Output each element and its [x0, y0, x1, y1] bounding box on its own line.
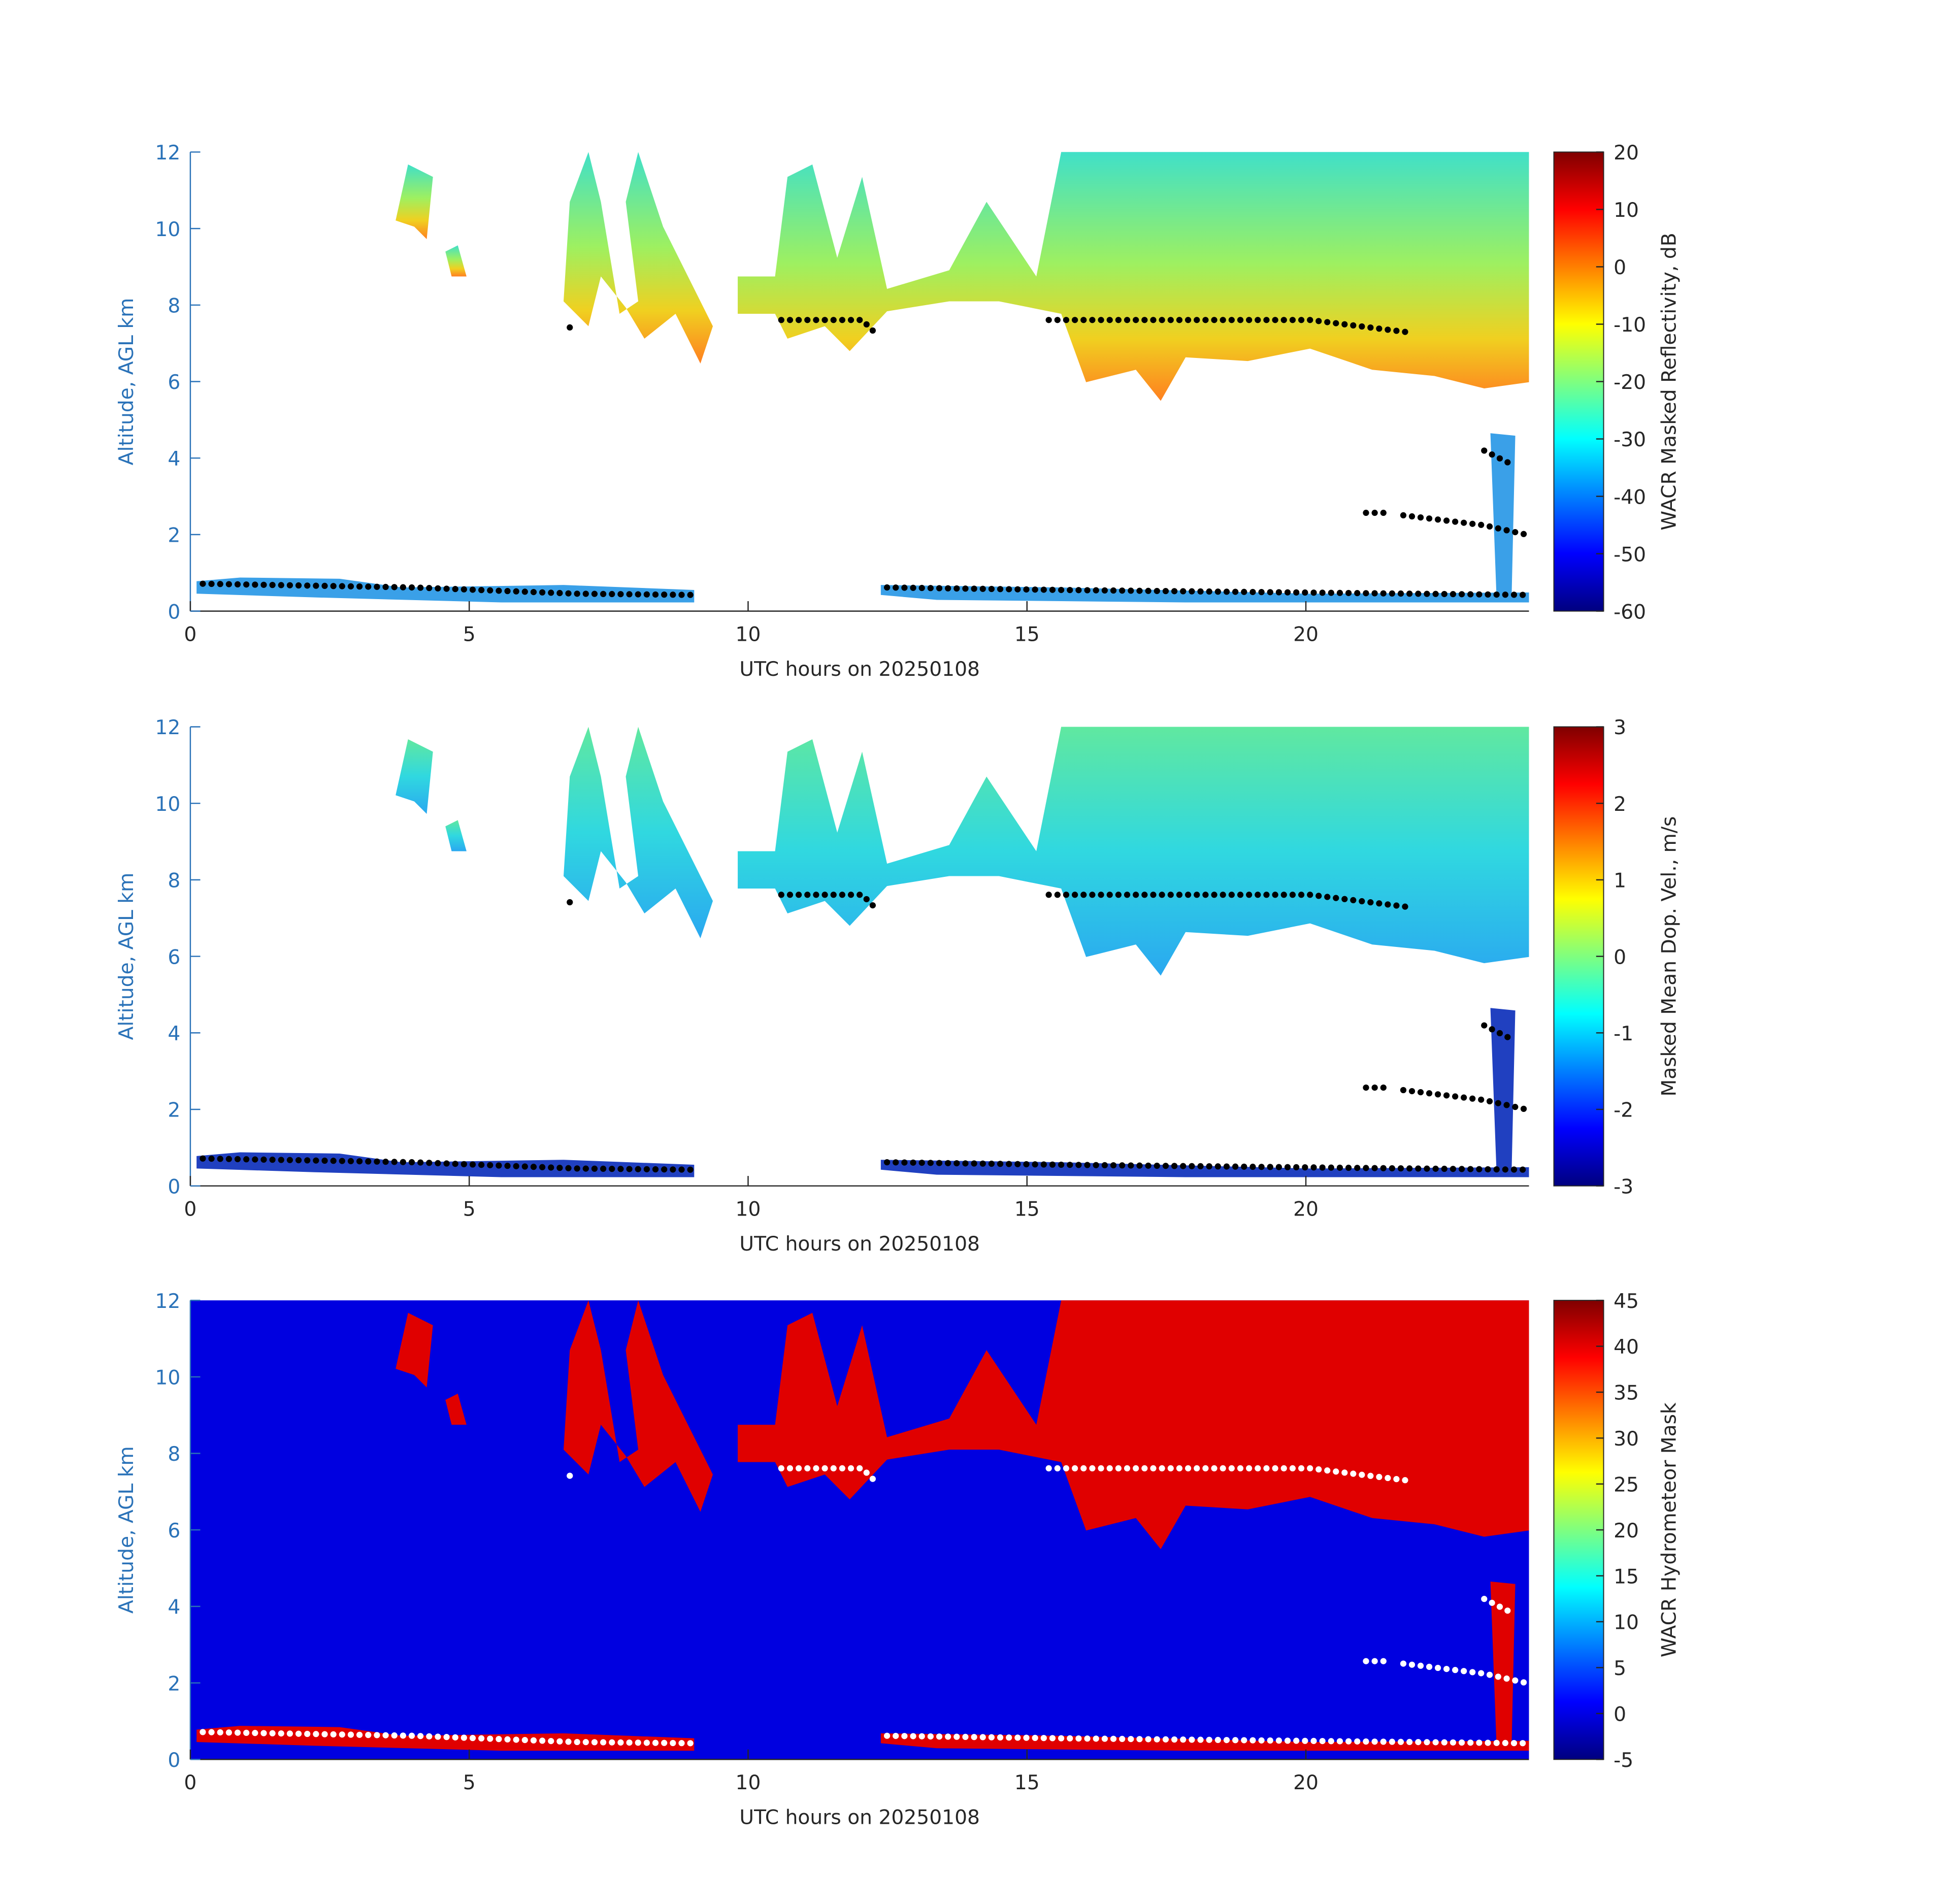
- colorbar-tick-label: -40: [1614, 486, 1646, 509]
- cloud-base-points: [203, 320, 1529, 595]
- colorbar-tick-label: 5: [1614, 1657, 1626, 1680]
- colorbar-tick-label: -20: [1614, 371, 1646, 394]
- x-tick-label: 15: [1014, 1771, 1040, 1794]
- y-tick-label: 8: [168, 295, 180, 318]
- x-tick-label: 20: [1293, 623, 1319, 646]
- colorbar-label: WACR Masked Reflectivity, dB: [1658, 233, 1681, 530]
- cloud-base-points: [203, 895, 1529, 1170]
- cloud-field: [196, 433, 1529, 603]
- colorbar-tick-label: -2: [1614, 1099, 1633, 1122]
- colorbar-tick-label: 0: [1614, 256, 1626, 279]
- colorbar-tick-label: -10: [1614, 314, 1646, 337]
- x-axis-label: UTC hours on 20250108: [739, 1233, 980, 1256]
- x-tick-label: 10: [736, 1198, 761, 1221]
- cloud-field: [196, 1008, 1529, 1177]
- y-tick-label: 10: [155, 1366, 180, 1389]
- y-tick-label: 2: [168, 524, 180, 547]
- colorbar-tick-label: 20: [1614, 1520, 1639, 1542]
- x-axis-label: UTC hours on 20250108: [739, 658, 980, 681]
- y-tick-label: 6: [168, 946, 180, 969]
- colorbar-label: Masked Mean Dop. Vel., m/s: [1658, 816, 1681, 1097]
- colorbar-tick-label: 20: [1614, 142, 1639, 165]
- colorbar-tick-label: -60: [1614, 601, 1646, 623]
- colorbar-tick-label: 0: [1614, 946, 1626, 969]
- x-tick-label: 10: [736, 1771, 761, 1794]
- y-tick-label: 10: [155, 793, 180, 816]
- y-tick-label: 0: [168, 601, 180, 623]
- colorbar-tick-label: -30: [1614, 429, 1646, 451]
- y-tick-label: 2: [168, 1099, 180, 1122]
- x-tick-label: 0: [184, 1771, 196, 1794]
- x-tick-label: 0: [184, 623, 196, 646]
- y-tick-label: 4: [168, 1023, 180, 1045]
- y-tick-label: 4: [168, 1596, 180, 1619]
- colorbar-tick-label: 0: [1614, 1703, 1626, 1726]
- colorbar-tick-label: 30: [1614, 1428, 1639, 1451]
- panel: 0 5 10 15 20 0 2 4 6 8 10 12 UTC hours on 20250108 Al…: [115, 1290, 1681, 1829]
- x-tick-label: 0: [184, 1198, 196, 1221]
- y-axis-label: Altitude, AGL km: [115, 1446, 138, 1614]
- y-tick-label: 10: [155, 218, 180, 241]
- x-tick-label: 5: [463, 1771, 476, 1794]
- x-tick-label: 5: [463, 1198, 476, 1221]
- colorbar-tick-label: -50: [1614, 543, 1646, 566]
- x-tick-label: 20: [1293, 1198, 1319, 1221]
- colorbar-tick-label: 2: [1614, 793, 1626, 816]
- y-tick-label: 0: [168, 1749, 180, 1772]
- y-tick-label: 6: [168, 1520, 180, 1542]
- y-tick-label: 6: [168, 371, 180, 394]
- colorbar-tick-label: 1: [1614, 870, 1626, 893]
- panel: 0 5 10 15 20 0 2 4 6 8 10 12 UTC hours on 20250108 Al…: [115, 142, 1681, 681]
- colorbar-tick-label: 10: [1614, 1612, 1639, 1634]
- x-tick-label: 20: [1293, 1771, 1319, 1794]
- colorbar-tick-label: 35: [1614, 1382, 1639, 1405]
- x-tick-label: 15: [1014, 1198, 1040, 1221]
- y-tick-label: 4: [168, 448, 180, 471]
- colorbar-tick-label: -5: [1614, 1749, 1633, 1772]
- colorbar: [1553, 1300, 1604, 1760]
- y-tick-label: 8: [168, 1443, 180, 1466]
- y-tick-label: 12: [155, 1290, 180, 1313]
- colorbar-tick-label: 15: [1614, 1565, 1639, 1588]
- colorbar-tick-label: 40: [1614, 1336, 1639, 1359]
- colorbar-tick-label: -1: [1614, 1023, 1633, 1045]
- y-tick-label: 0: [168, 1175, 180, 1198]
- colorbar-tick-label: 10: [1614, 199, 1639, 222]
- y-axis-label: Altitude, AGL km: [115, 873, 138, 1040]
- y-tick-label: 8: [168, 870, 180, 893]
- x-tick-label: 5: [463, 623, 476, 646]
- x-axis-label: UTC hours on 20250108: [739, 1807, 980, 1829]
- colorbar-tick-label: 45: [1614, 1290, 1639, 1313]
- colorbar-tick-label: 25: [1614, 1473, 1639, 1496]
- y-tick-label: 2: [168, 1672, 180, 1695]
- cloud-field: [396, 152, 1529, 401]
- y-tick-label: 12: [155, 142, 180, 165]
- cloud-field: [396, 727, 1529, 976]
- colorbar-tick-label: 3: [1614, 716, 1626, 739]
- x-tick-label: 15: [1014, 623, 1040, 646]
- y-tick-label: 12: [155, 716, 180, 739]
- colorbar-label: WACR Hydrometeor Mask: [1658, 1402, 1681, 1657]
- colorbar-tick-label: -3: [1614, 1175, 1633, 1198]
- y-axis-label: Altitude, AGL km: [115, 298, 138, 466]
- x-tick-label: 10: [736, 623, 761, 646]
